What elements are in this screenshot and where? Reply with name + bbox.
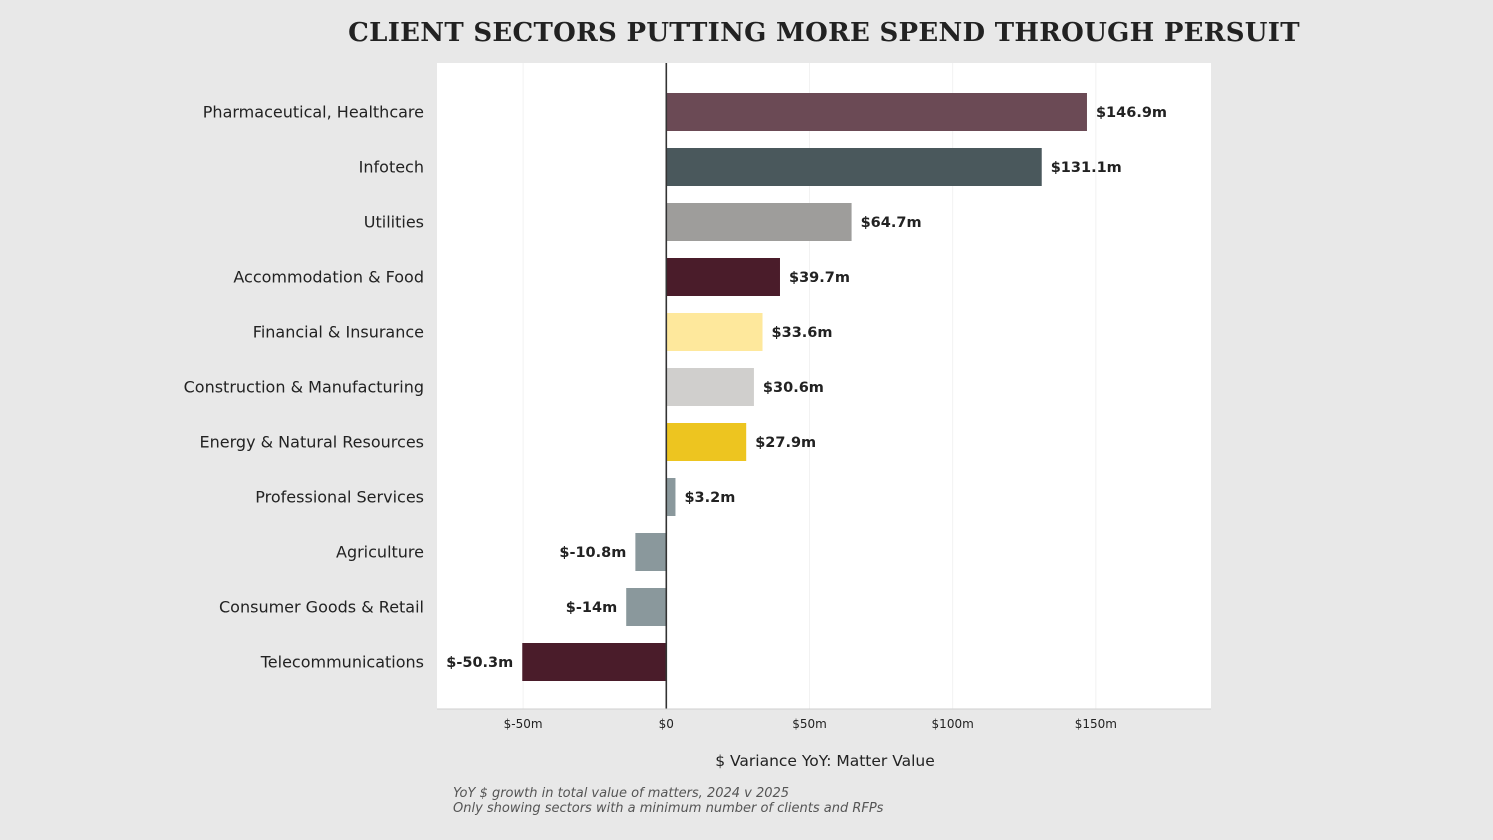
x-tick-label: $150m xyxy=(1075,717,1117,731)
x-tick-label: $100m xyxy=(932,717,974,731)
chart-title: CLIENT SECTORS PUTTING MORE SPEND THROUG… xyxy=(348,18,1300,48)
value-label: $131.1m xyxy=(1051,160,1122,176)
x-tick-label: $-50m xyxy=(504,717,543,731)
value-label: $64.7m xyxy=(861,215,922,231)
category-label: Agriculture xyxy=(336,543,424,562)
bar xyxy=(666,258,780,296)
bar xyxy=(666,368,754,406)
category-label: Telecommunications xyxy=(260,653,424,672)
category-label: Pharmaceutical, Healthcare xyxy=(203,103,424,122)
value-label: $27.9m xyxy=(755,435,816,451)
bar xyxy=(666,203,852,241)
bar xyxy=(626,588,667,626)
bar xyxy=(635,533,667,571)
footnote-line-2: Only showing sectors with a minimum numb… xyxy=(453,801,884,816)
value-label: $146.9m xyxy=(1096,105,1167,121)
value-label: $3.2m xyxy=(684,490,735,506)
value-label: $-50.3m xyxy=(446,655,513,671)
bars xyxy=(522,93,1087,681)
value-label: $39.7m xyxy=(789,270,850,286)
x-axis-title: $ Variance YoY: Matter Value xyxy=(715,752,935,770)
category-label: Consumer Goods & Retail xyxy=(219,598,424,617)
x-tick-labels: $-50m $0 $50m $100m $150m xyxy=(504,717,1117,731)
category-label: Financial & Insurance xyxy=(253,323,424,342)
category-label: Energy & Natural Resources xyxy=(200,433,424,452)
x-tick-label: $50m xyxy=(792,717,827,731)
value-label: $-14m xyxy=(566,600,617,616)
category-label: Accommodation & Food xyxy=(233,268,424,287)
footnote-line-1: YoY $ growth in total value of matters, … xyxy=(453,786,790,801)
category-label: Infotech xyxy=(359,158,424,177)
bar xyxy=(666,423,747,461)
bar xyxy=(522,643,667,681)
value-label: $30.6m xyxy=(763,380,824,396)
value-label: $-10.8m xyxy=(559,545,626,561)
category-label: Professional Services xyxy=(255,488,424,507)
bar xyxy=(666,148,1042,186)
value-labels: $146.9m $131.1m $64.7m $39.7m $33.6m $30.6m $2… xyxy=(446,105,1167,671)
x-tick-label: $0 xyxy=(659,717,674,731)
value-label: $33.6m xyxy=(772,325,833,341)
category-label: Construction & Manufacturing xyxy=(184,378,424,397)
bar xyxy=(666,93,1087,131)
bar xyxy=(666,313,763,351)
bar xyxy=(666,478,676,516)
category-label: Utilities xyxy=(364,213,424,232)
category-labels: Pharmaceutical, Healthcare Infotech Utilit… xyxy=(184,103,424,672)
